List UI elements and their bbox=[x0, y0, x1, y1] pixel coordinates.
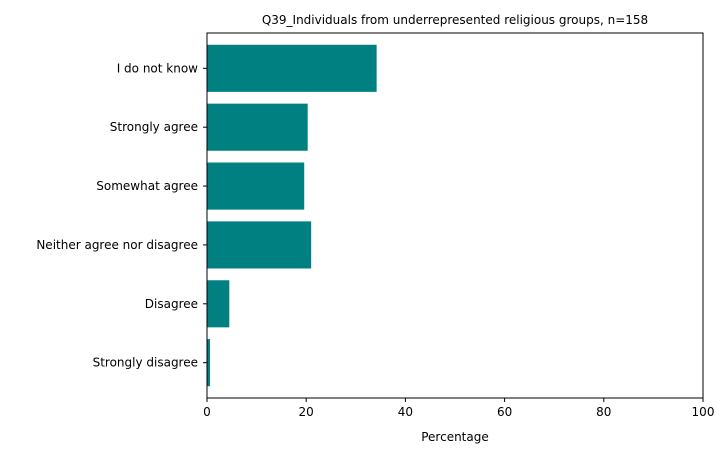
bar-i-do-not-know bbox=[207, 44, 377, 92]
y-tick-label: I do not know bbox=[117, 61, 198, 75]
plot-frame bbox=[206, 32, 704, 399]
bar-strongly-disagree bbox=[207, 339, 210, 387]
y-tick-label: Somewhat agree bbox=[96, 179, 198, 193]
x-tick-label: 60 bbox=[497, 405, 512, 419]
y-tick-label: Strongly agree bbox=[110, 120, 198, 134]
x-tick-label: 40 bbox=[398, 405, 413, 419]
x-tick-label: 100 bbox=[692, 405, 715, 419]
bars-group bbox=[207, 44, 377, 387]
bar-somewhat-agree bbox=[207, 162, 305, 210]
x-tick-label: 0 bbox=[203, 405, 211, 419]
bar-strongly-agree bbox=[207, 103, 308, 151]
x-tick-label: 20 bbox=[299, 405, 314, 419]
y-tick-label: Disagree bbox=[145, 297, 198, 311]
x-axis-label: Percentage bbox=[421, 430, 489, 444]
y-axis-ticks: I do not know Strongly agree Somewhat agre… bbox=[36, 61, 207, 370]
bar-neither-agree-nor-disagree bbox=[207, 221, 312, 269]
x-axis-ticks: 0 20 40 60 80 100 bbox=[203, 398, 714, 419]
y-tick-label: Neither agree nor disagree bbox=[36, 238, 198, 252]
bar-disagree bbox=[207, 280, 230, 328]
y-tick-label: Strongly disagree bbox=[93, 356, 198, 370]
x-tick-label: 80 bbox=[596, 405, 611, 419]
chart-title: Q39_Individuals from underrepresented re… bbox=[262, 13, 648, 27]
